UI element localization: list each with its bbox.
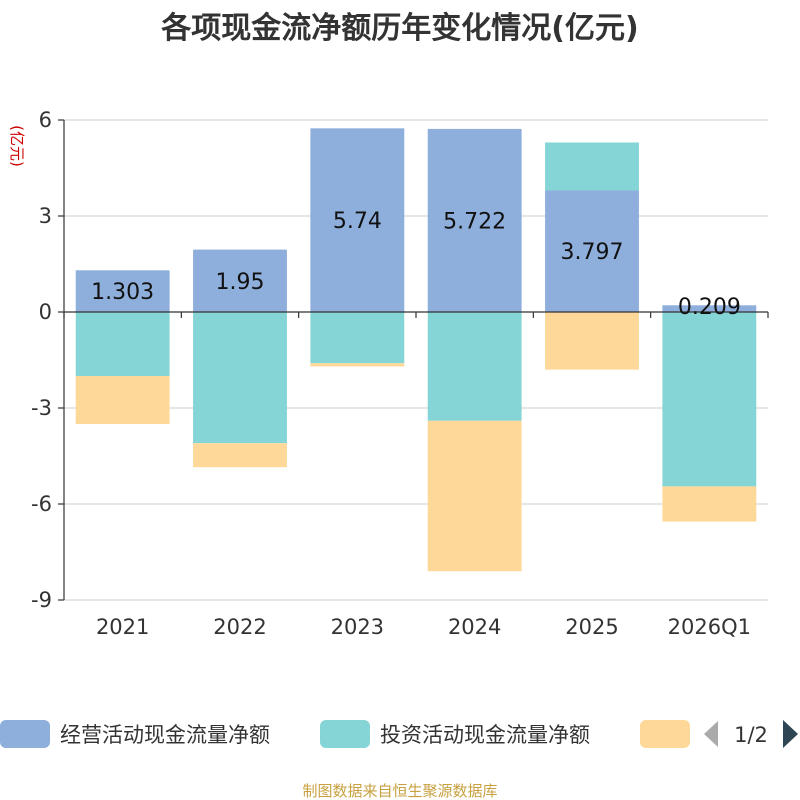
- source-note: 制图数据来自恒生聚源数据库: [302, 782, 497, 800]
- data-label: 3.797: [561, 240, 624, 265]
- bar-segment-2[interactable]: [545, 142, 639, 191]
- legend-swatch-1[interactable]: [0, 720, 50, 748]
- bar-segment-2[interactable]: [75, 312, 170, 376]
- bar-segment-3[interactable]: [662, 486, 757, 522]
- data-label: 5.722: [443, 209, 506, 234]
- legend-label-1[interactable]: 经营活动现金流量净额: [60, 723, 270, 747]
- bar-segment-1[interactable]: [427, 128, 522, 312]
- bar-segment-2[interactable]: [427, 312, 522, 421]
- legend-label-2[interactable]: 投资活动现金流量净额: [380, 723, 590, 747]
- legend-page-indicator: 1/2: [734, 723, 768, 747]
- bar-segment-3[interactable]: [75, 376, 170, 424]
- bar-segment-3[interactable]: [545, 312, 639, 370]
- bar-segment-1[interactable]: [662, 305, 757, 312]
- bar-segment-2[interactable]: [310, 312, 405, 364]
- legend: 经营活动现金流量净额 投资活动现金流量净额 1/2: [0, 720, 798, 748]
- y-tick-label: -6: [31, 492, 52, 516]
- bar-segment-3[interactable]: [427, 420, 522, 572]
- bars: [75, 128, 757, 572]
- legend-swatch-2[interactable]: [320, 720, 370, 748]
- y-tick-label: -9: [31, 588, 52, 612]
- axes: 6 3 0 -3 -6 -9 2021 2022 2023 2024 2025 2026Q1: [31, 108, 769, 639]
- bar-segment-1[interactable]: [545, 190, 639, 312]
- bar-segment-3[interactable]: [193, 443, 287, 468]
- legend-prev-icon[interactable]: [704, 721, 718, 747]
- x-tick-label: 2024: [448, 615, 501, 639]
- x-tick-label: 2025: [565, 615, 618, 639]
- data-label: 0.209: [678, 295, 741, 320]
- x-tick-label: 2023: [331, 615, 384, 639]
- bar-segment-1[interactable]: [75, 270, 170, 312]
- legend-next-icon[interactable]: [783, 720, 798, 748]
- chart-title: 各项现金流净额历年变化情况(亿元): [160, 11, 638, 46]
- bar-segment-1[interactable]: [193, 249, 287, 312]
- y-tick-label: 0: [39, 300, 52, 324]
- data-labels: 1.303 1.95 5.74 5.722 3.797 0.209: [91, 209, 741, 320]
- data-label: 1.95: [216, 270, 265, 295]
- y-tick-label: -3: [31, 396, 52, 420]
- bar-segment-1[interactable]: [310, 128, 405, 312]
- bar-segment-2[interactable]: [193, 312, 287, 444]
- x-tick-label: 2021: [96, 615, 149, 639]
- y-tick-label: 6: [39, 108, 52, 132]
- y-axis-unit: (亿元): [8, 125, 26, 167]
- bar-segment-2[interactable]: [662, 312, 757, 487]
- y-tick-label: 3: [39, 204, 52, 228]
- x-tick-label: 2022: [213, 615, 266, 639]
- bar-segment-3[interactable]: [310, 363, 405, 367]
- data-label: 1.303: [91, 280, 154, 305]
- data-label: 5.74: [333, 209, 382, 234]
- x-tick-label: 2026Q1: [668, 615, 751, 639]
- legend-swatch-3[interactable]: [640, 720, 690, 748]
